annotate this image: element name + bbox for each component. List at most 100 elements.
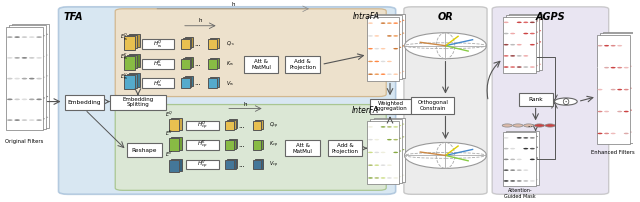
Circle shape [14,78,20,80]
Bar [12,24,49,128]
Circle shape [516,159,522,160]
Circle shape [614,87,619,89]
Circle shape [630,108,635,109]
Circle shape [368,152,373,153]
Circle shape [516,52,522,54]
Circle shape [630,86,635,88]
Circle shape [13,116,19,118]
Circle shape [371,46,376,48]
Text: ...: ... [194,61,200,67]
Circle shape [7,36,13,38]
Circle shape [507,65,512,66]
Circle shape [516,55,522,57]
Text: h: h [198,18,202,23]
Text: Att &
MatMul: Att & MatMul [292,143,313,154]
Circle shape [36,57,42,59]
Circle shape [620,131,625,133]
Circle shape [374,32,379,34]
Circle shape [20,75,26,77]
Text: Attention-
Guided Mask: Attention- Guided Mask [504,188,536,199]
Text: InterFA: InterFA [352,106,380,115]
Circle shape [510,55,515,57]
Text: ...: ... [527,123,532,128]
Circle shape [601,87,605,89]
Circle shape [32,35,38,37]
Circle shape [620,65,625,67]
Circle shape [604,108,609,109]
Circle shape [617,45,622,46]
Circle shape [510,19,515,20]
Circle shape [371,138,376,139]
FancyBboxPatch shape [115,105,386,190]
Circle shape [378,138,382,139]
Circle shape [394,32,398,34]
Circle shape [43,116,48,118]
Circle shape [10,97,16,99]
Circle shape [510,169,515,171]
Circle shape [504,180,509,182]
Circle shape [374,71,379,72]
Circle shape [513,124,523,127]
Circle shape [396,72,401,74]
Circle shape [530,44,535,45]
Circle shape [507,168,512,169]
Text: h: h [231,2,235,7]
Bar [228,119,237,128]
Circle shape [516,22,522,23]
Circle shape [399,123,404,125]
Circle shape [381,48,385,49]
Circle shape [611,111,616,112]
Circle shape [378,34,382,35]
Circle shape [381,22,385,24]
Circle shape [524,66,528,68]
Circle shape [527,179,531,180]
Circle shape [28,75,33,77]
Circle shape [29,119,35,121]
Circle shape [533,31,538,33]
Circle shape [614,109,619,111]
Text: Reshape: Reshape [131,148,157,153]
Circle shape [394,152,398,153]
Circle shape [510,41,515,43]
Circle shape [378,72,382,74]
Bar [211,77,220,87]
Circle shape [630,130,635,132]
Circle shape [516,19,522,20]
Circle shape [374,35,379,37]
Text: Orthogonal
Constrain: Orthogonal Constrain [417,100,448,111]
Text: Original Filters: Original Filters [5,139,44,144]
Circle shape [598,133,602,134]
Circle shape [36,99,42,100]
Circle shape [25,97,30,99]
Text: $K_{rs}$: $K_{rs}$ [225,59,234,68]
Text: $\odot$: $\odot$ [561,96,570,107]
Circle shape [378,59,382,61]
Text: $Q_{rs}$: $Q_{rs}$ [225,40,234,48]
Circle shape [504,137,509,139]
Circle shape [617,86,622,88]
Circle shape [374,136,379,138]
Text: Att &
MatMul: Att & MatMul [251,59,271,70]
Bar [172,118,182,130]
Circle shape [40,35,45,37]
Circle shape [28,116,33,118]
Circle shape [611,130,616,132]
Circle shape [394,149,398,150]
Circle shape [394,74,398,75]
Circle shape [381,58,385,59]
Circle shape [384,34,388,35]
Circle shape [617,42,622,44]
Bar [244,56,278,73]
Circle shape [7,99,13,100]
Circle shape [28,34,33,35]
Circle shape [533,42,538,44]
Bar [169,160,179,172]
Circle shape [7,78,13,80]
Circle shape [381,20,385,21]
Circle shape [36,119,42,121]
FancyBboxPatch shape [492,7,609,194]
Circle shape [10,56,16,57]
Circle shape [516,137,522,139]
Circle shape [390,163,395,165]
Circle shape [371,72,376,74]
